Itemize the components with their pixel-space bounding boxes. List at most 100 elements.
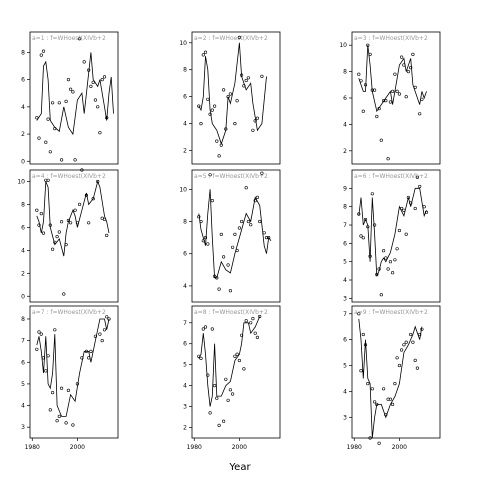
- data-point: [35, 208, 39, 212]
- data-point: [41, 231, 46, 235]
- data-point: [82, 60, 86, 64]
- data-point: [228, 388, 232, 392]
- data-point: [39, 332, 43, 336]
- data-point: [242, 367, 246, 371]
- panel-frame: [351, 305, 441, 439]
- panel-title: a=7 : f=WHoest(XIVb+2: [32, 309, 106, 316]
- panel-1: a=1 : f=WHoest(XIVb+2 0 2 4 6 8: [21, 31, 119, 165]
- data-point: [382, 98, 386, 103]
- panel-title: a=2 : f=WHoest(XIVb+2: [194, 35, 268, 42]
- data-point: [415, 175, 420, 179]
- data-point: [35, 347, 39, 351]
- data-point: [102, 217, 107, 221]
- data-point: [233, 232, 237, 236]
- data-point: [206, 242, 210, 246]
- data-point: [388, 397, 393, 401]
- data-point: [237, 226, 241, 230]
- data-point: [77, 37, 82, 41]
- data-point: [80, 356, 84, 360]
- data-point: [75, 382, 79, 386]
- data-point: [55, 235, 59, 239]
- data-point: [253, 331, 257, 335]
- data-point: [377, 441, 381, 445]
- data-point: [224, 127, 228, 131]
- data-point: [222, 419, 226, 423]
- data-point: [391, 89, 395, 93]
- data-point: [255, 335, 260, 340]
- data-point: [388, 100, 393, 104]
- data-point: [386, 397, 390, 401]
- data-point: [91, 197, 95, 201]
- data-point: [249, 321, 253, 325]
- data-point: [215, 396, 219, 400]
- data-point: [57, 414, 61, 419]
- data-point: [359, 79, 363, 83]
- y-tick-label: 6: [343, 337, 347, 344]
- data-point: [400, 55, 404, 59]
- data-point: [84, 349, 88, 354]
- data-point: [39, 212, 43, 216]
- y-tick-label: 0: [21, 293, 25, 300]
- y-tick-label: 7: [343, 222, 347, 229]
- data-point: [217, 154, 221, 158]
- data-point: [100, 77, 104, 82]
- data-point: [377, 267, 381, 271]
- data-point: [98, 332, 102, 336]
- data-point: [226, 263, 230, 267]
- data-point: [96, 105, 100, 109]
- data-point: [357, 72, 361, 76]
- data-point: [98, 131, 102, 135]
- fit-line: [36, 318, 110, 417]
- data-point: [391, 271, 395, 275]
- data-point: [418, 184, 422, 189]
- data-point: [201, 239, 205, 243]
- data-point: [201, 327, 205, 331]
- panel-5: a=5 : f=WHoest(XIVb+2 4 6 8 10: [179, 169, 281, 303]
- data-point: [359, 369, 363, 373]
- data-point: [249, 223, 253, 227]
- data-point: [213, 274, 217, 278]
- data-point: [228, 289, 232, 293]
- y-tick-label: 8: [343, 69, 347, 76]
- y-tick-label: 8: [21, 201, 25, 208]
- data-point: [393, 72, 397, 76]
- data-point: [253, 199, 257, 203]
- data-point: [253, 119, 257, 123]
- y-tick-label: 10: [17, 178, 25, 185]
- x-tick-label: 1980: [25, 444, 40, 451]
- y-tick-label: 6: [183, 94, 187, 101]
- data-point: [375, 272, 379, 277]
- data-point: [413, 358, 417, 363]
- panel-6: a=8 : f=WHoest(XIVb+2 2 3 4 5 6 7 1980 2000: [183, 305, 281, 451]
- data-point: [77, 202, 82, 206]
- y-tick-label: 3: [183, 404, 187, 411]
- data-point: [395, 356, 399, 360]
- y-tick-label: 2: [21, 131, 25, 138]
- data-point: [197, 104, 201, 108]
- data-point: [246, 219, 250, 224]
- y-tick-label: 5: [343, 363, 347, 370]
- data-point: [87, 356, 91, 360]
- data-point: [240, 219, 244, 224]
- data-point: [231, 245, 235, 249]
- y-tick-label: 4: [343, 121, 347, 128]
- data-point: [258, 314, 262, 319]
- data-point: [373, 88, 377, 92]
- data-point: [46, 354, 50, 358]
- data-point: [66, 77, 70, 82]
- data-point: [260, 74, 264, 78]
- data-point: [424, 210, 429, 214]
- panel-9: a=9 : f=WHoest(XIVb+2 3 4 5 6 7 1980 2000: [343, 305, 441, 451]
- data-point: [226, 398, 230, 402]
- panel-title: a=1 : f=WHoest(XIVb+2: [32, 35, 106, 42]
- data-point: [59, 386, 64, 390]
- data-point: [418, 112, 422, 116]
- data-point: [363, 343, 368, 347]
- panel-title: a=5 : f=WHoest(XIVb+2: [194, 173, 268, 180]
- data-point: [210, 327, 214, 331]
- data-point: [377, 106, 381, 111]
- data-point: [203, 236, 208, 240]
- data-point: [217, 423, 221, 428]
- data-point: [226, 95, 230, 99]
- data-point: [73, 158, 77, 162]
